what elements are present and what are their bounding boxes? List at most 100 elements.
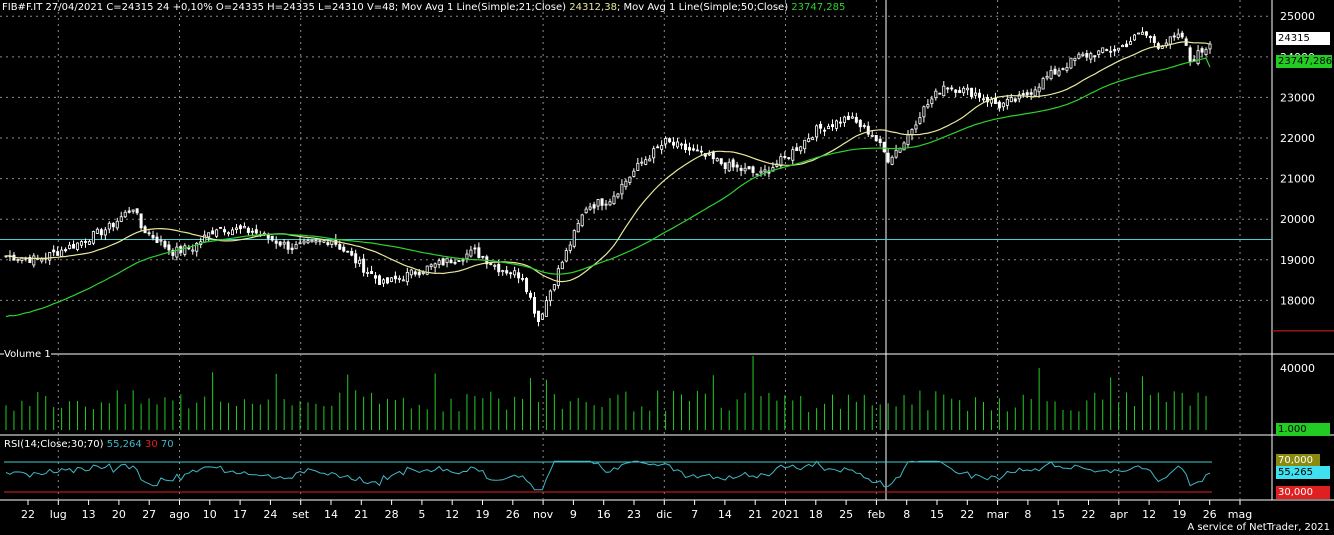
candle-body	[1037, 86, 1041, 93]
candle-body	[1057, 70, 1061, 76]
candle-body	[1085, 53, 1089, 58]
candle-body	[592, 204, 596, 209]
time-tick-label: nov	[533, 508, 554, 521]
candle-body	[421, 271, 425, 274]
time-tick-label: 21	[354, 508, 368, 521]
candle-body	[910, 128, 914, 136]
candle-body	[1109, 50, 1113, 53]
candle-body	[719, 158, 723, 165]
candle-body	[552, 284, 556, 291]
time-tick-label: 17	[233, 508, 247, 521]
candle-body	[1077, 53, 1081, 59]
ma21-line	[6, 41, 1211, 283]
candle-body	[203, 234, 207, 243]
candle-body	[1049, 70, 1053, 80]
rsi-label: RSI(14;Close;30;70) 55,264 30 70	[4, 439, 174, 450]
rsi-high-box: 70,000	[1276, 454, 1320, 467]
candle-body	[473, 247, 477, 250]
candle-body	[1176, 33, 1180, 39]
candle-body	[131, 209, 135, 212]
candle-body	[413, 271, 417, 275]
candle-body	[950, 87, 954, 90]
candle-body	[481, 255, 485, 258]
candle-body	[322, 240, 326, 243]
candle-body	[886, 152, 890, 163]
candle-body	[676, 141, 680, 148]
time-tick-label: 14	[718, 508, 732, 521]
candle-body	[250, 230, 254, 233]
candle-body	[970, 87, 974, 97]
candle-body	[838, 121, 842, 124]
candle-body	[652, 148, 656, 159]
candle-body	[544, 300, 548, 317]
candle-body	[230, 229, 234, 236]
candle-body	[799, 146, 803, 152]
candle-body	[60, 249, 64, 257]
time-tick-label: 12	[445, 508, 459, 521]
candle-body	[449, 259, 453, 264]
candle-body	[1013, 98, 1017, 102]
candle-body	[636, 162, 640, 171]
volume-label-text: Volume 1	[4, 349, 51, 360]
candle-body	[831, 124, 835, 128]
candle-body	[68, 244, 72, 250]
candle-body	[680, 143, 684, 146]
candle-body	[453, 261, 457, 264]
candle-body	[600, 198, 604, 206]
candle-body	[437, 260, 441, 265]
candle-body	[127, 210, 131, 213]
rsi-value-box: 55,265	[1276, 466, 1330, 479]
time-tick-label: 26	[1203, 508, 1217, 521]
candle-body	[135, 208, 139, 214]
candle-body	[191, 249, 195, 252]
candle-body	[469, 249, 473, 257]
candle-body	[672, 141, 676, 146]
candle-body	[238, 225, 242, 230]
candle-body	[811, 137, 815, 141]
time-tick-label: 12	[1142, 508, 1156, 521]
candle-body	[389, 277, 393, 282]
candle-body	[759, 170, 763, 174]
candle-body	[401, 279, 405, 282]
candle-body	[846, 115, 850, 120]
candle-body	[1101, 47, 1105, 53]
candle-body	[878, 138, 882, 144]
candle-body	[660, 145, 664, 150]
candle-body	[393, 275, 397, 280]
candle-body	[711, 151, 715, 160]
candle-body	[803, 139, 807, 150]
candle-body	[254, 229, 258, 234]
candle-body	[119, 216, 123, 222]
time-tick-label: 14	[324, 508, 338, 521]
price-tick-label: 18000	[1280, 294, 1315, 307]
candle-body	[735, 164, 739, 168]
candle-body	[405, 272, 409, 283]
time-tick-label: 16	[597, 508, 611, 521]
candle-body	[1033, 89, 1037, 97]
candle-body	[834, 120, 838, 129]
time-tick-label: 20	[112, 508, 126, 521]
candle-body	[370, 271, 374, 275]
candle-body	[1144, 31, 1148, 36]
candle-body	[417, 271, 421, 276]
candle-body	[906, 134, 910, 145]
candle-body	[1117, 47, 1121, 51]
price-tick-label: 25000	[1280, 10, 1315, 23]
candle-body	[743, 167, 747, 172]
candle-body	[111, 223, 115, 228]
candle-body	[747, 166, 751, 170]
time-tick-label: 22	[21, 508, 35, 521]
candle-body	[966, 87, 970, 91]
candle-body	[588, 206, 592, 210]
candle-body	[52, 249, 56, 253]
candle-body	[560, 261, 564, 270]
candle-body	[823, 129, 827, 132]
candle-body	[1160, 46, 1164, 49]
candle-body	[1136, 32, 1140, 35]
candle-body	[1097, 50, 1101, 55]
candle-body	[763, 169, 767, 173]
candle-body	[83, 241, 87, 243]
price-tick-label: 20000	[1280, 213, 1315, 226]
candle-body	[870, 134, 874, 137]
candle-body	[155, 236, 159, 244]
